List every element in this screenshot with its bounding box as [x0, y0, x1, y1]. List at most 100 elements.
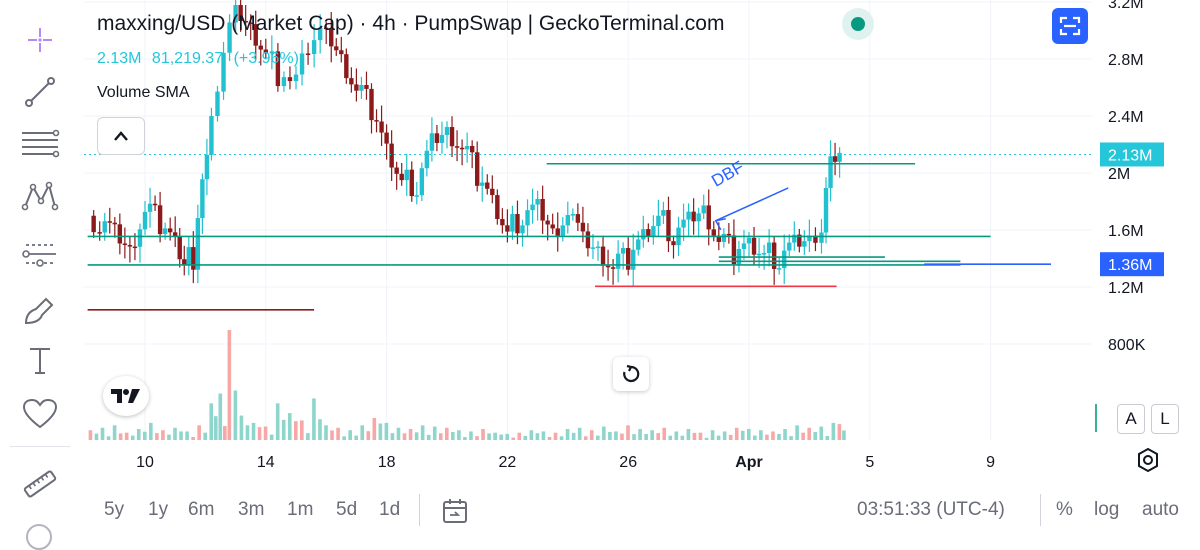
- candle-body: [585, 231, 591, 249]
- volume-bar: [414, 432, 419, 440]
- calendar-goto-icon[interactable]: [440, 496, 470, 531]
- candle-body: [97, 232, 102, 234]
- candle-body: [186, 247, 191, 265]
- percent-scale-toggle[interactable]: %: [1056, 499, 1073, 520]
- volume-bar: [602, 426, 606, 440]
- settings-icon[interactable]: [1135, 446, 1161, 479]
- candle-body: [364, 85, 369, 89]
- y-tick-label: 1.6M: [1108, 223, 1144, 240]
- range-1y[interactable]: 1y: [148, 499, 169, 520]
- candle-body: [147, 203, 153, 212]
- status-dot-icon: [851, 17, 865, 31]
- fullscreen-button[interactable]: [1052, 8, 1088, 44]
- candle-body: [449, 127, 455, 147]
- range-6m[interactable]: 6m: [188, 499, 215, 520]
- candle-body: [656, 215, 661, 227]
- brush-icon[interactable]: [14, 290, 66, 330]
- volume-bar: [722, 431, 727, 440]
- candle-body: [102, 221, 107, 233]
- favorite-heart-icon[interactable]: [14, 394, 66, 434]
- auto-scale-toggle[interactable]: auto: [1142, 499, 1179, 520]
- candle-body: [369, 88, 374, 121]
- candle-body: [480, 182, 485, 186]
- candle-body: [227, 22, 232, 53]
- range-5d[interactable]: 5d: [336, 499, 358, 520]
- bottom-toolbar: 5y 1y 6m 3m 1m 5d 1d 03:51:33 (UTC-4) % …: [80, 484, 1200, 540]
- volume-bar: [300, 420, 304, 440]
- trend-line-icon[interactable]: [14, 72, 66, 112]
- arrow-line: [715, 187, 789, 222]
- candle-body: [706, 205, 711, 230]
- volume-bar: [608, 431, 612, 440]
- candle-body: [626, 248, 631, 270]
- forecast-icon[interactable]: [14, 234, 66, 274]
- candle-body: [349, 78, 354, 85]
- volume-bar: [565, 429, 570, 440]
- candle-body: [253, 24, 258, 46]
- volume-bar: [438, 433, 443, 440]
- candle-body: [399, 173, 404, 181]
- volume-bar: [783, 429, 787, 440]
- volume-bar: [505, 433, 509, 440]
- volume-bar: [155, 433, 159, 440]
- volume-bar: [535, 433, 540, 440]
- candle-body: [520, 225, 525, 234]
- candle-body: [495, 195, 500, 220]
- candle-body: [766, 242, 772, 253]
- auto-scale-button[interactable]: A: [1117, 404, 1145, 434]
- pattern-icon[interactable]: [14, 176, 66, 216]
- volume-bar: [118, 433, 123, 440]
- volume-bar: [596, 435, 600, 440]
- reset-chart-button[interactable]: [613, 357, 649, 391]
- text-icon[interactable]: [14, 340, 66, 380]
- candle-body: [162, 228, 168, 235]
- more-tools-icon[interactable]: [26, 524, 52, 550]
- x-tick-label: 26: [619, 454, 637, 471]
- volume-bar: [384, 422, 389, 440]
- volume-bar: [227, 330, 232, 440]
- crosshair-icon[interactable]: [14, 20, 66, 60]
- fib-retracement-icon[interactable]: [14, 124, 66, 164]
- ruler-icon[interactable]: [14, 464, 66, 504]
- collapse-legend-button[interactable]: [97, 117, 145, 155]
- candle-body: [726, 233, 732, 236]
- volume-bar: [686, 429, 691, 440]
- volume-sma-legend[interactable]: Volume SMA: [97, 84, 190, 101]
- volume-bar: [553, 432, 558, 440]
- tradingview-logo[interactable]: [103, 376, 149, 416]
- candle-body: [797, 234, 802, 247]
- log-scale-toggle[interactable]: log: [1094, 499, 1120, 520]
- log-scale-button[interactable]: L: [1151, 404, 1179, 434]
- volume-bar: [499, 434, 503, 440]
- volume-bar: [765, 434, 769, 440]
- volume-bar: [493, 432, 497, 440]
- candle-body: [731, 235, 737, 265]
- candle-body: [339, 50, 344, 55]
- volume-bar: [366, 431, 371, 440]
- clock-time[interactable]: 03:51:33 (UTC-4): [857, 499, 1005, 520]
- candle-body: [112, 222, 117, 225]
- range-3m[interactable]: 3m: [238, 499, 265, 520]
- volume-bar: [451, 432, 455, 440]
- change-percent-value: (+3.96%): [233, 50, 299, 67]
- volume-bar: [837, 424, 842, 440]
- candle-body: [191, 247, 196, 270]
- candle-body: [91, 215, 96, 233]
- volume-bar: [710, 430, 715, 440]
- candle-body: [485, 182, 490, 189]
- range-1m[interactable]: 1m: [287, 499, 314, 520]
- volume-bar: [517, 432, 522, 440]
- volume-bar: [475, 436, 479, 440]
- volume-bar: [842, 430, 846, 440]
- candle-body: [434, 133, 440, 143]
- range-1d[interactable]: 1d: [379, 499, 401, 520]
- volume-bar: [390, 433, 395, 440]
- volume-bar: [149, 422, 153, 440]
- range-5y[interactable]: 5y: [104, 499, 125, 520]
- candle-body: [813, 235, 818, 243]
- volume-bar: [223, 426, 227, 440]
- price-label-box: [1100, 142, 1164, 167]
- candle-body: [317, 27, 323, 41]
- candle-body: [281, 77, 287, 87]
